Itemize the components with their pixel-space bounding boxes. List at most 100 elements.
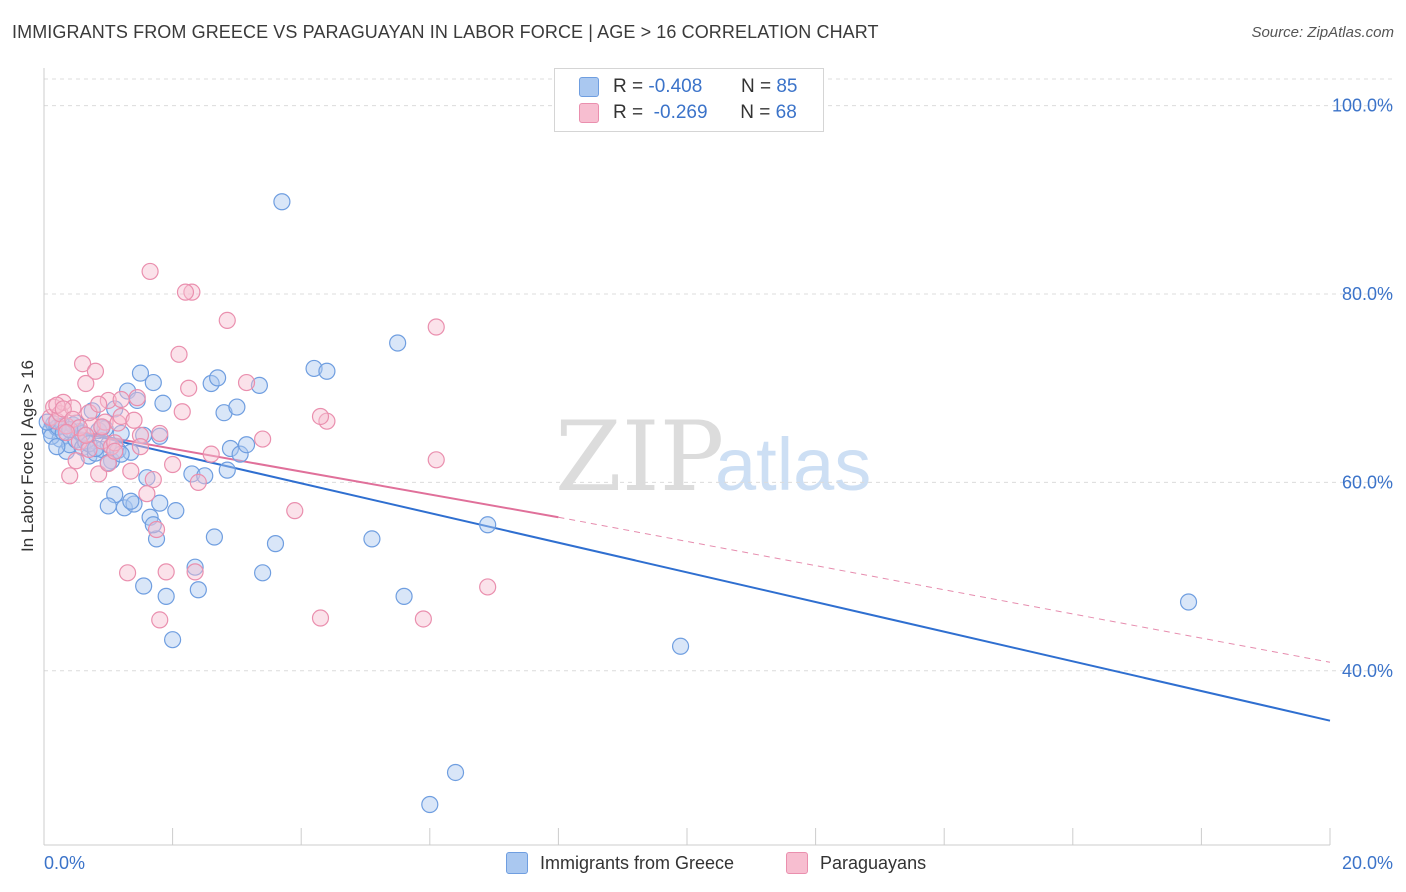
point-paraguayans: [180, 379, 198, 397]
point-greece: [99, 497, 117, 515]
point-greece: [135, 577, 153, 595]
point-paraguayans: [218, 311, 236, 330]
point-greece: [363, 530, 381, 548]
point-paraguayans: [131, 438, 150, 456]
point-greece: [231, 445, 249, 463]
point-paraguayans: [189, 473, 207, 491]
point-paraguayans: [118, 564, 137, 582]
point-paraguayans: [96, 413, 114, 431]
point-paraguayans: [151, 424, 169, 443]
swatch-greece: [579, 77, 599, 97]
point-paraguayans: [151, 611, 169, 629]
point-greece: [164, 631, 182, 649]
point-paraguayans: [176, 283, 195, 301]
point-paraguayans: [93, 432, 111, 450]
point-paraguayans: [86, 362, 105, 380]
trend-line-paraguayans-dashed: [558, 516, 1331, 663]
point-paraguayans: [73, 355, 92, 373]
points-paraguayans: [41, 262, 497, 629]
point-greece: [479, 516, 497, 534]
point-greece: [221, 439, 240, 458]
swatch-paraguayans: [579, 103, 599, 123]
point-paraguayans: [157, 563, 175, 581]
trend-line-paraguayans: [43, 424, 1331, 663]
point-greece: [209, 369, 227, 387]
point-paraguayans: [414, 610, 432, 628]
legend-row-paraguayans: R = -0.269 N = 68: [579, 101, 797, 125]
trend-line-paraguayans-solid: [43, 424, 559, 519]
bottom-swatch-paraguayans: [786, 852, 808, 874]
point-greece: [196, 467, 214, 485]
trend-line-greece: [43, 423, 1331, 722]
point-greece: [421, 795, 439, 814]
point-paraguayans: [173, 403, 191, 421]
point-paraguayans: [67, 452, 85, 470]
point-paraguayans: [144, 470, 162, 489]
point-paraguayans: [93, 418, 111, 436]
point-paraguayans: [128, 389, 146, 407]
r-value: -0.408: [648, 76, 703, 97]
point-paraguayans: [77, 374, 95, 393]
point-paraguayans: [61, 467, 79, 485]
point-greece: [389, 334, 407, 352]
point-paraguayans: [80, 440, 98, 459]
point-paraguayans: [122, 462, 140, 480]
point-greece: [237, 436, 256, 454]
r-label: R =: [613, 102, 644, 123]
x-tick-label: 0.0%: [44, 853, 85, 873]
point-greece: [144, 516, 162, 534]
point-greece: [273, 193, 291, 211]
point-paraguayans: [311, 407, 330, 426]
point-greece: [446, 763, 465, 782]
point-paraguayans: [311, 609, 330, 627]
point-paraguayans: [427, 318, 445, 336]
point-greece: [228, 398, 246, 416]
point-paraguayans: [99, 391, 117, 410]
y-tick-label: 80.0%: [1342, 284, 1393, 304]
point-greece: [186, 558, 204, 576]
point-greece: [48, 438, 66, 456]
x-tick-label: 20.0%: [1342, 853, 1393, 873]
point-greece: [250, 376, 269, 394]
bottom-legend-label: Immigrants from Greece: [540, 852, 735, 873]
chart-title: IMMIGRANTS FROM GREECE VS PARAGUAYAN IN …: [12, 22, 879, 42]
y-tick-label: 40.0%: [1342, 661, 1393, 681]
point-greece: [167, 502, 185, 520]
point-greece: [305, 359, 323, 378]
point-paraguayans: [106, 442, 124, 460]
n-value: 85: [776, 76, 798, 97]
point-greece: [266, 535, 285, 553]
trend-line-greece-segment: [43, 423, 1331, 722]
point-greece: [112, 424, 130, 443]
r-value: -0.269: [653, 102, 708, 123]
point-paraguayans: [112, 390, 130, 409]
point-greece: [218, 461, 236, 479]
point-greece: [151, 494, 169, 512]
point-greece: [1179, 593, 1198, 611]
point-paraguayans: [183, 283, 201, 301]
point-greece: [395, 587, 413, 605]
point-paraguayans: [254, 430, 272, 448]
tick-labels: 40.0% 60.0% 80.0% 100.0% 0.0% 20.0%: [44, 96, 1393, 873]
point-greece: [318, 362, 336, 380]
point-paraguayans: [286, 502, 304, 520]
bottom-legend-label: Paraguayans: [820, 852, 927, 873]
point-paraguayans: [141, 262, 159, 281]
point-paraguayans: [125, 411, 143, 429]
y-tick-label: 60.0%: [1342, 472, 1393, 492]
point-greece: [131, 364, 150, 382]
point-paraguayans: [112, 407, 130, 426]
bottom-legend-greece: Immigrants from Greece: [506, 852, 734, 874]
point-greece: [144, 373, 162, 392]
point-paraguayans: [170, 345, 188, 363]
point-greece: [183, 465, 201, 483]
point-greece: [254, 564, 272, 582]
point-paraguayans: [479, 578, 497, 596]
n-label: N =: [740, 76, 772, 97]
point-paraguayans: [90, 395, 108, 413]
point-paraguayans: [138, 485, 156, 503]
bottom-swatch-greece: [506, 852, 528, 874]
point-greece: [147, 530, 166, 548]
point-greece: [154, 394, 172, 412]
